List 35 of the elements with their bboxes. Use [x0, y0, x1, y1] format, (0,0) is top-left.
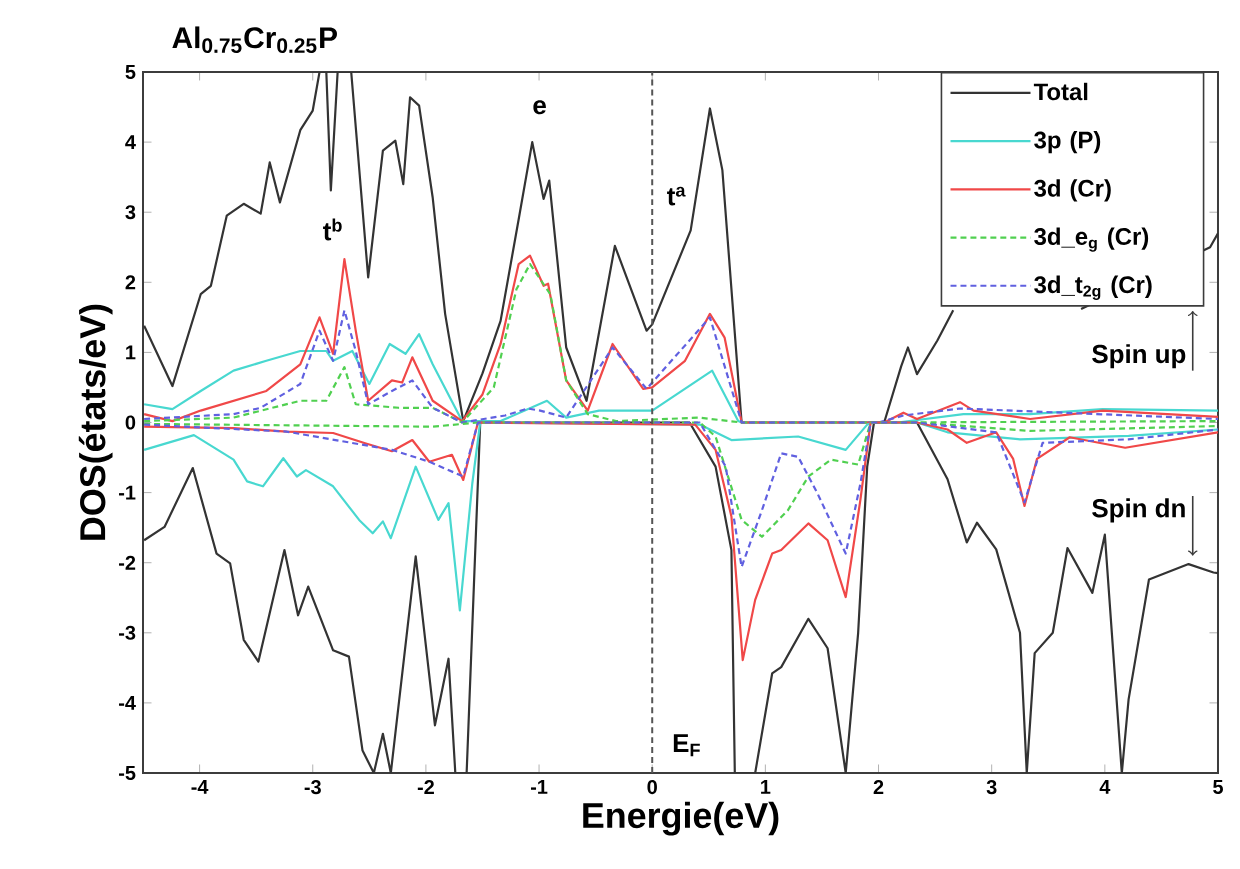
y-tick-label: -1 — [119, 485, 136, 500]
x-tick-label: 1 — [761, 780, 771, 794]
x-tick-label: 2 — [873, 780, 884, 794]
x-tick-label: -2 — [417, 780, 434, 794]
annotation: e — [533, 100, 546, 115]
x-tick-label: 0 — [647, 780, 657, 795]
y-axis-title: DOS(états/eV) — [78, 304, 113, 540]
annotation: Spin dn — [1092, 498, 1185, 523]
x-tick-label: -1 — [530, 780, 548, 794]
y-tick-label: 0 — [125, 415, 136, 430]
annotation: Spin up — [1092, 344, 1186, 369]
y-tick-label: 4 — [125, 135, 136, 149]
legend-label: 3d (Cr) — [1034, 179, 1111, 202]
annotation: t$^{a}$ — [667, 186, 686, 206]
x-axis-title: Energie(eV) — [583, 801, 779, 836]
y-tick-label: 5 — [125, 65, 136, 79]
y-tick-label: 1 — [126, 345, 136, 360]
legend-label: Total — [1033, 82, 1088, 101]
y-tick-label: -5 — [119, 766, 136, 780]
y-tick-label: -3 — [119, 625, 136, 640]
y-tick-label: -2 — [119, 555, 136, 570]
legend-label: 3d_e$_{g}$ (Cr) — [1034, 227, 1149, 252]
x-tick-label: 5 — [1213, 780, 1223, 794]
x-tick-label: -3 — [304, 780, 321, 795]
annotation: E$_{F}$ — [673, 734, 700, 757]
annotation: t$^{b}$ — [323, 218, 342, 241]
y-tick-label: 2 — [125, 275, 136, 290]
x-tick-label: 4 — [1099, 780, 1111, 794]
legend-label: 3d_t$_{2g}$ (Cr) — [1034, 275, 1152, 300]
x-tick-label: -4 — [191, 780, 209, 794]
x-tick-label: 3 — [986, 780, 997, 795]
legend-label: 3p (P) — [1034, 130, 1101, 154]
y-tick-label: 3 — [125, 205, 136, 220]
y-tick-label: -4 — [119, 696, 136, 710]
chart-title: Al$_{0.75}$Cr$_{0.25}$P — [172, 26, 337, 54]
